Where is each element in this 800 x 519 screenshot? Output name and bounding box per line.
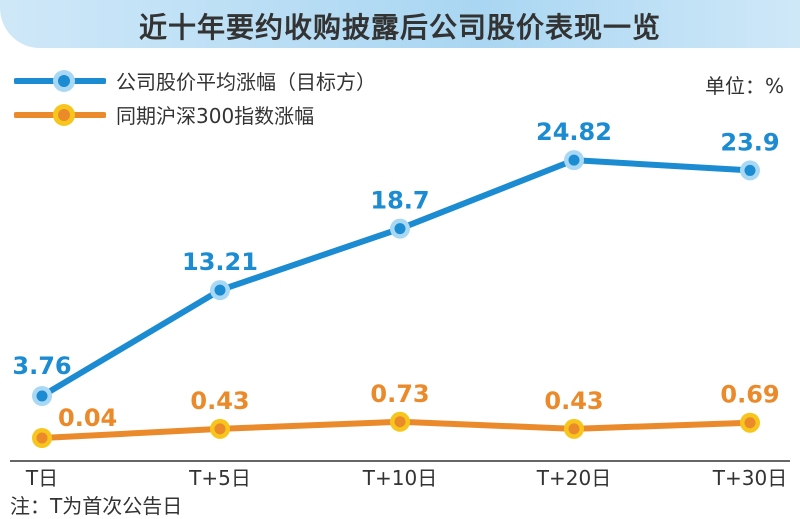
data-point (394, 223, 406, 235)
data-label: 3.76 (12, 352, 71, 380)
data-point (744, 417, 756, 429)
data-label: 23.9 (720, 128, 779, 156)
x-tick-label: T日 (25, 466, 58, 490)
data-point (36, 390, 48, 402)
data-point (36, 432, 48, 444)
footnote: 注：T为首次公告日 (10, 494, 183, 518)
x-tick-label: T+30日 (712, 466, 787, 490)
legend-label: 同期沪深300指数涨幅 (116, 104, 315, 128)
legend-marker-blue-icon (14, 69, 106, 92)
data-label: 18.7 (370, 187, 429, 215)
unit-label: 单位：% (704, 74, 784, 98)
title-banner: 近十年要约收购披露后公司股价表现一览 (0, 0, 800, 48)
legend-label: 公司股价平均涨幅（目标方） (116, 70, 376, 94)
data-label: 0.43 (544, 387, 603, 415)
data-label: 0.04 (58, 404, 117, 432)
data-point (214, 423, 226, 435)
data-point (568, 423, 580, 435)
data-label: 0.43 (190, 387, 249, 415)
data-point (568, 154, 580, 166)
data-label: 24.82 (536, 118, 612, 146)
chart-title: 近十年要约收购披露后公司股价表现一览 (138, 11, 661, 44)
data-label: 13.21 (182, 248, 258, 276)
data-label: 0.69 (720, 381, 779, 409)
data-point (394, 416, 406, 428)
legend-marker-orange-icon (14, 103, 106, 126)
legend-item-company: 公司股价平均涨幅（目标方） (14, 66, 376, 95)
x-tick-label: T+20日 (536, 466, 611, 490)
legend-item-index: 同期沪深300指数涨幅 (14, 100, 314, 129)
x-tick-label: T+10日 (362, 466, 437, 490)
data-label: 0.73 (370, 380, 429, 408)
data-point (214, 284, 226, 296)
data-point (744, 164, 756, 176)
x-tick-label: T+5日 (188, 466, 251, 490)
